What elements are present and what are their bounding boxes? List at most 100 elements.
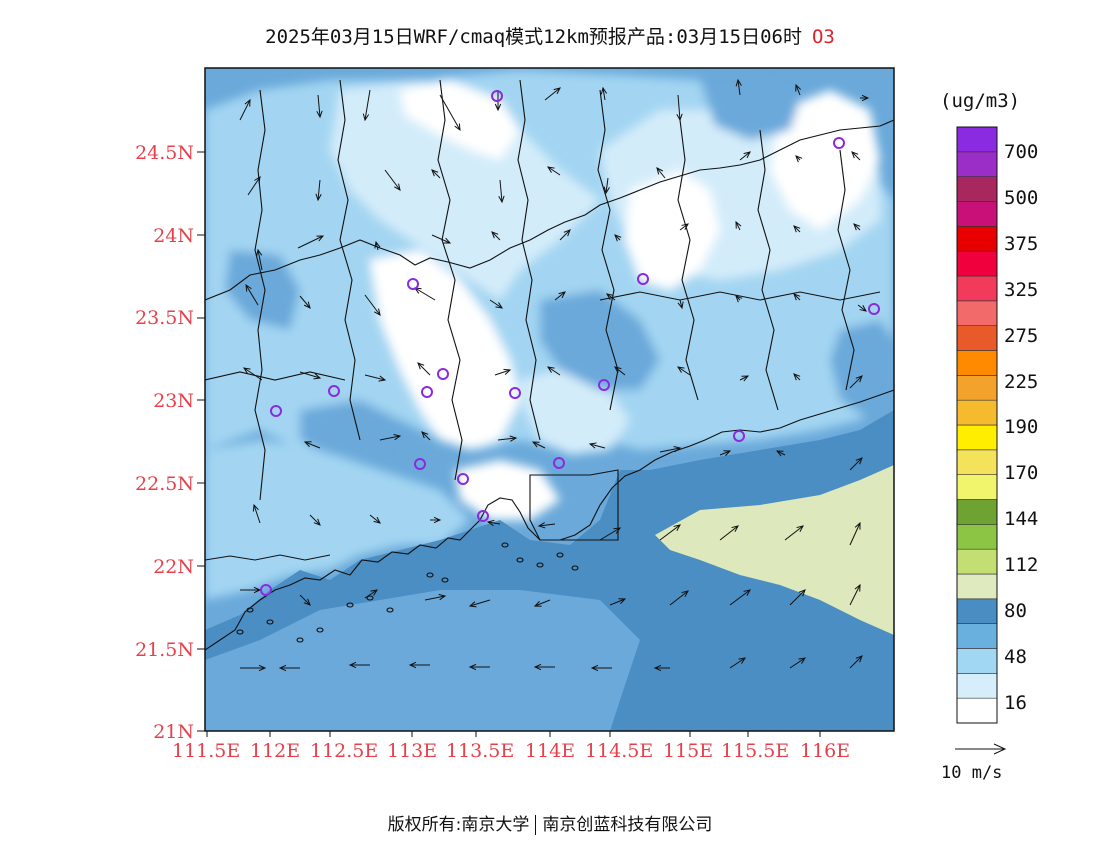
wind-vector <box>851 151 861 161</box>
wind-vector-head <box>854 583 861 592</box>
lon-label: 114.5E <box>585 740 654 762</box>
wind-vector <box>602 87 606 101</box>
wind-vectors <box>239 78 870 672</box>
footer-divider <box>535 815 537 835</box>
wind-vector-head <box>731 525 739 533</box>
lat-label: 24N <box>153 225 194 247</box>
wind-vector <box>375 241 379 251</box>
wind-vector <box>364 374 386 381</box>
wind-vector <box>776 450 786 456</box>
wind-vector-head <box>735 78 742 87</box>
wind-vector <box>489 299 503 309</box>
chart-title: 2025年03月15日WRF/cmaq模式12km预报产品:03月15日06时 O… <box>0 22 1100 49</box>
wind-vector <box>243 367 263 381</box>
wind-vector-head <box>853 223 861 231</box>
wind-vector-head <box>855 655 863 663</box>
lon-label: 113.5E <box>446 740 515 762</box>
colorbar-label: 144 <box>1004 508 1039 530</box>
vector-legend-label: 10 m/s <box>941 763 1003 783</box>
wind-vector-head <box>373 516 381 524</box>
colorbar-bin <box>956 325 998 351</box>
wind-vector-head <box>855 457 863 465</box>
colorbar-bin <box>956 623 998 649</box>
wind-vector-head <box>316 235 325 242</box>
wind-vector <box>677 94 681 121</box>
station-marker <box>733 430 745 442</box>
wind-vector-head <box>859 304 867 312</box>
lon-label: 113E <box>387 740 438 762</box>
colorbar-bin <box>956 673 998 699</box>
wind-vector <box>364 294 381 316</box>
colorbar-bin <box>956 524 998 550</box>
wind-vector-head <box>775 450 784 457</box>
station-marker <box>833 137 845 149</box>
wind-vector <box>547 366 561 376</box>
wind-vector-head <box>673 524 681 532</box>
colorbar-label: 500 <box>1004 187 1039 209</box>
lon-label: 115E <box>663 740 714 762</box>
wind-vector <box>656 167 666 179</box>
wind-vector-head <box>795 155 803 163</box>
wind-vector-head <box>509 435 518 442</box>
colorbar-bin <box>956 499 998 525</box>
concentration-field <box>205 68 894 731</box>
colorbar-label: 170 <box>1004 462 1039 484</box>
title-species: O3 <box>811 26 835 48</box>
wind-vector-head <box>370 589 379 596</box>
wind-vector <box>417 362 431 376</box>
lat-label: 23.5N <box>135 307 194 329</box>
colorbar-bin <box>956 176 998 202</box>
colorbar-label: 16 <box>1004 692 1027 714</box>
colorbar-bin <box>956 399 998 426</box>
lon-label: 115.5E <box>721 740 790 762</box>
station-marker <box>260 584 272 596</box>
wind-vector-head <box>741 375 750 382</box>
wind-vector-head <box>590 664 599 672</box>
wind-vector-head <box>563 229 571 237</box>
lon-label: 112.5E <box>310 740 379 762</box>
wind-vector-head <box>614 234 622 242</box>
colorbar-bin <box>956 598 998 624</box>
wind-vector <box>547 166 561 176</box>
footer-right: 南京创蓝科技有限公司 <box>542 815 713 835</box>
wind-vector-head <box>738 657 747 664</box>
wind-vector <box>606 293 616 301</box>
wind-vector-head <box>498 195 505 204</box>
wind-vector-head <box>433 516 442 524</box>
colorbar-bin <box>956 275 998 302</box>
wind-vector <box>431 169 441 179</box>
shading-patches <box>205 70 894 600</box>
wind-vector-head <box>537 522 546 529</box>
wind-vector-head <box>723 450 732 457</box>
wind-vector <box>491 231 501 241</box>
colorbar-frame <box>956 126 998 724</box>
wind-vector <box>679 299 683 309</box>
wind-vector-head <box>373 308 381 316</box>
wind-vector <box>679 223 689 231</box>
lon-label: 111.5E <box>172 740 241 762</box>
wind-vector-head <box>421 431 429 439</box>
wind-vector <box>849 655 863 669</box>
wind-vector <box>735 221 741 231</box>
wind-vector-head <box>793 373 801 381</box>
wind-vector-head <box>677 301 684 310</box>
lat-label: 23N <box>153 390 194 412</box>
lat-label: 22N <box>153 556 194 578</box>
wind-vector <box>534 599 551 607</box>
wind-vector <box>719 525 739 541</box>
colorbar-bin <box>956 126 998 153</box>
wind-vector <box>737 79 741 96</box>
wind-vector-head <box>494 103 502 112</box>
colorbar-bin <box>956 250 998 277</box>
colorbar-label: 225 <box>1004 371 1039 393</box>
wind-vector-head <box>681 223 689 231</box>
colorbar <box>956 126 998 724</box>
wind-vector-head <box>531 441 540 448</box>
wind-vector <box>384 169 401 191</box>
wind-vector-head <box>348 661 357 669</box>
wind-vector <box>364 89 371 121</box>
wind-vector-head <box>486 519 495 527</box>
wind-vector <box>431 234 451 244</box>
vector-legend-arrow <box>955 743 1007 755</box>
colorbar-unit: (ug/m3) <box>940 90 1021 112</box>
